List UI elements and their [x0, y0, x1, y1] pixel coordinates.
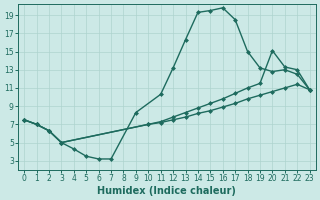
X-axis label: Humidex (Indice chaleur): Humidex (Indice chaleur) — [98, 186, 236, 196]
